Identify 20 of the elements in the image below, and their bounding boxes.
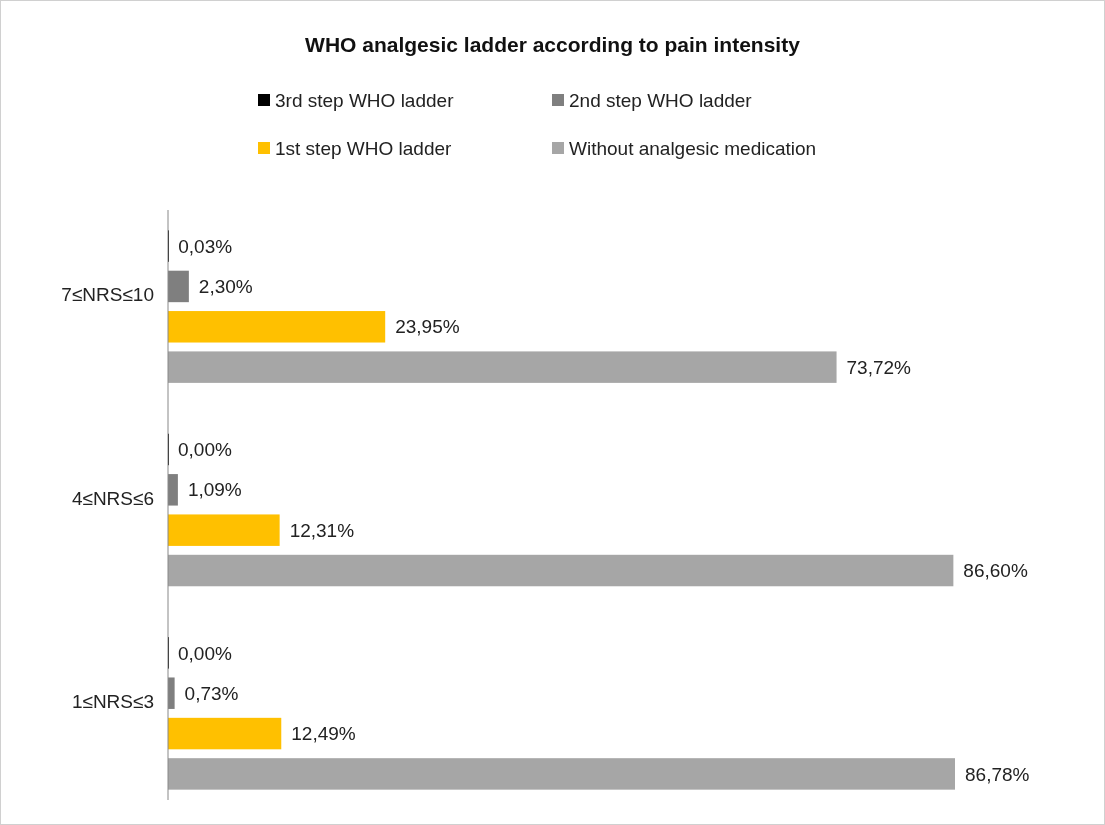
data-label: 86,60% xyxy=(963,560,1028,582)
data-label: 0,00% xyxy=(178,439,232,461)
legend-label: 1st step WHO ladder xyxy=(275,137,453,159)
data-label: 12,49% xyxy=(291,723,356,745)
data-label: 0,73% xyxy=(184,682,239,704)
y-tick-label: 1≤NRS≤3 xyxy=(71,691,154,713)
data-label: 73,72% xyxy=(846,356,912,378)
legend-label: Without analgesic medication xyxy=(569,137,817,159)
chart-title: WHO analgesic ladder according to pain intensity xyxy=(305,33,801,56)
data-label: 23,95% xyxy=(395,316,460,338)
data-label: 0,03% xyxy=(178,235,233,257)
y-tick-label: 4≤NRS≤6 xyxy=(71,487,154,509)
data-label: 1,09% xyxy=(187,479,242,501)
y-tick-label: 7≤NRS≤10 xyxy=(61,284,154,306)
data-label: 86,78% xyxy=(965,763,1030,785)
legend-label: 3rd step WHO ladder xyxy=(275,89,455,111)
data-label: 12,31% xyxy=(289,519,355,541)
data-label: 2,30% xyxy=(198,276,253,298)
data-label: 0,00% xyxy=(178,642,232,664)
legend-label: 2nd step WHO ladder xyxy=(569,89,753,111)
